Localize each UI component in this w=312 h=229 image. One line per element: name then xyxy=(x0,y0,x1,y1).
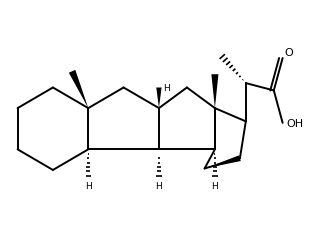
Text: H: H xyxy=(212,181,218,190)
Polygon shape xyxy=(211,75,218,109)
Text: H: H xyxy=(156,181,162,190)
Text: OH: OH xyxy=(286,118,303,128)
Polygon shape xyxy=(205,156,241,169)
Text: O: O xyxy=(284,47,293,57)
Polygon shape xyxy=(156,88,162,109)
Polygon shape xyxy=(69,71,88,109)
Text: H: H xyxy=(85,181,92,190)
Text: H: H xyxy=(163,84,170,93)
